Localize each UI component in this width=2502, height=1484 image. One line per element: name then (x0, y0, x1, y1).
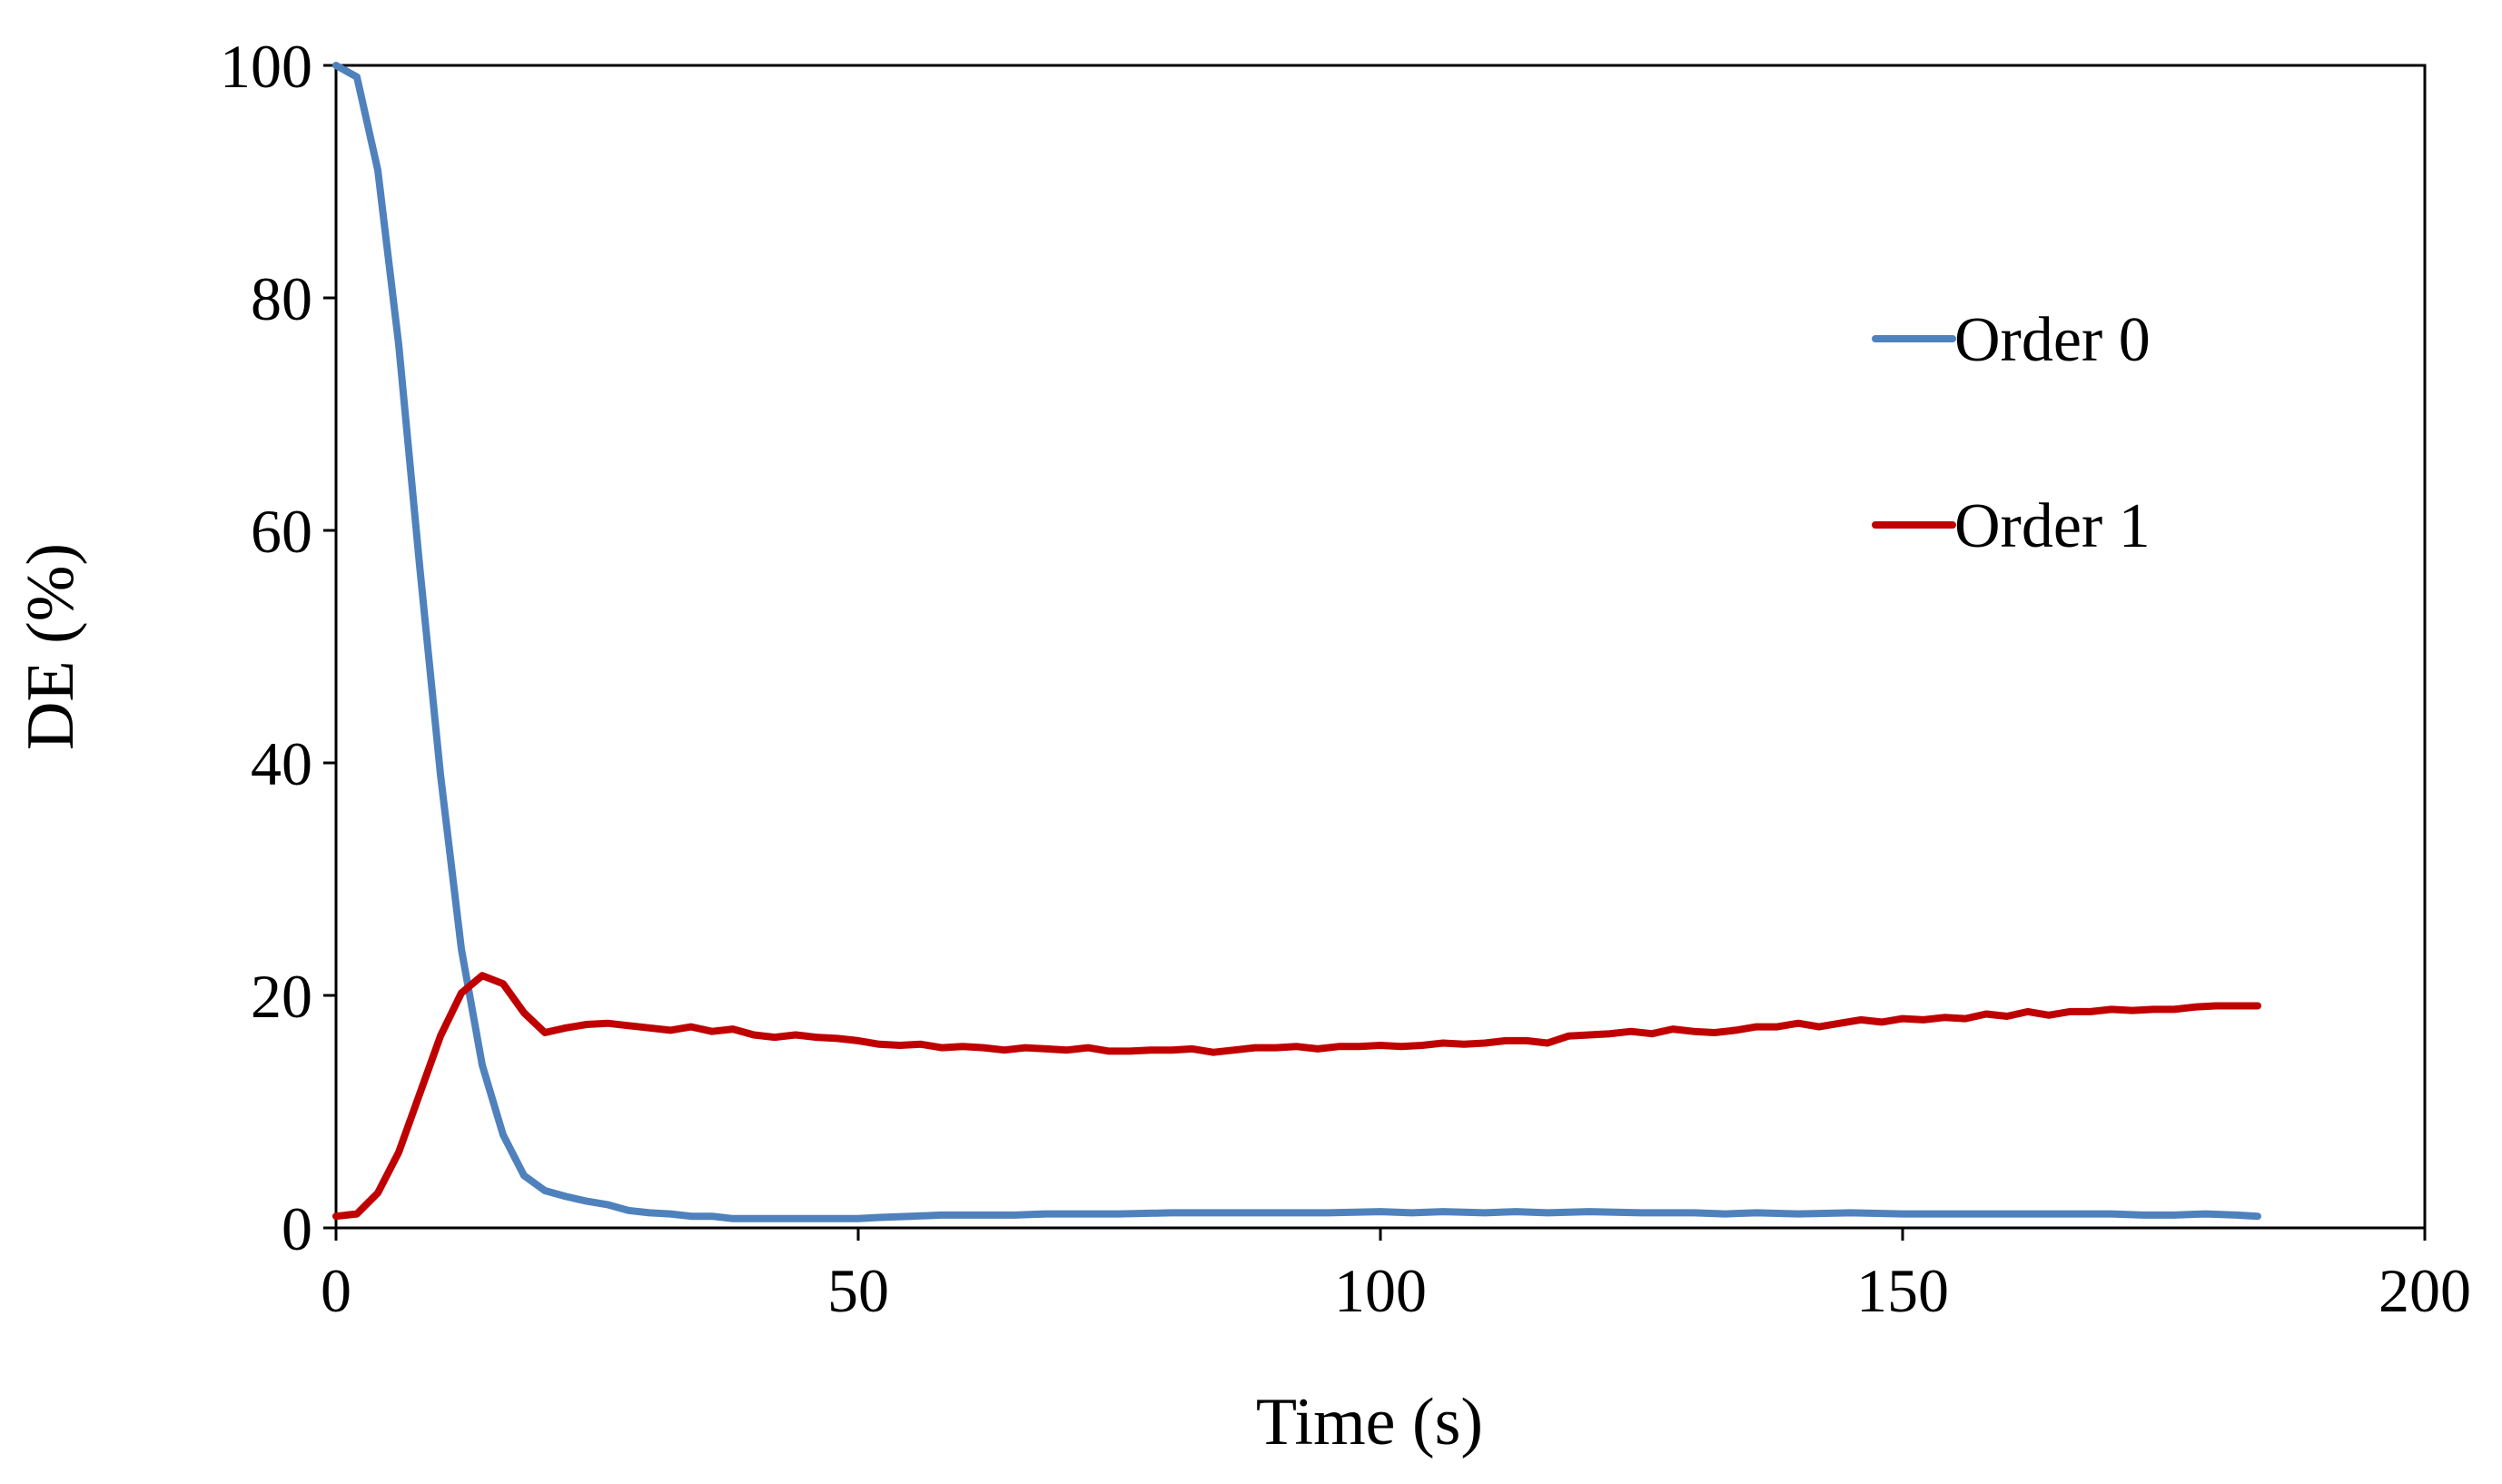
series-line-order-0 (332, 62, 2261, 1222)
y-axis-ticks: 0 20 40 60 80 100 (220, 32, 336, 1263)
legend: Order 0 Order 1 (1872, 305, 2151, 561)
x-tick-label-100: 100 (1334, 1256, 1427, 1325)
y-tick-label-60: 60 (251, 497, 312, 566)
x-tick-label-50: 50 (827, 1256, 889, 1325)
y-tick-label-0: 0 (282, 1194, 312, 1263)
y-tick-label-100: 100 (220, 32, 312, 101)
y-tick-label-80: 80 (251, 264, 312, 333)
x-tick-label-150: 150 (1856, 1256, 1949, 1325)
x-tick-label-200: 200 (2378, 1256, 2471, 1325)
legend-label-order-1: Order 1 (1954, 491, 2151, 561)
x-tick-label-0: 0 (321, 1256, 351, 1325)
y-axis-title: DE (%) (14, 543, 88, 750)
x-axis-title: Time (s) (1256, 1385, 1483, 1459)
x-axis-ticks: 0 50 100 150 200 (321, 1228, 2471, 1325)
y-tick-label-20: 20 (251, 962, 312, 1031)
series-line-order-1 (332, 972, 2261, 1221)
series-layer (332, 62, 2261, 1222)
y-tick-label-40: 40 (251, 729, 312, 798)
legend-label-order-0: Order 0 (1954, 305, 2151, 375)
